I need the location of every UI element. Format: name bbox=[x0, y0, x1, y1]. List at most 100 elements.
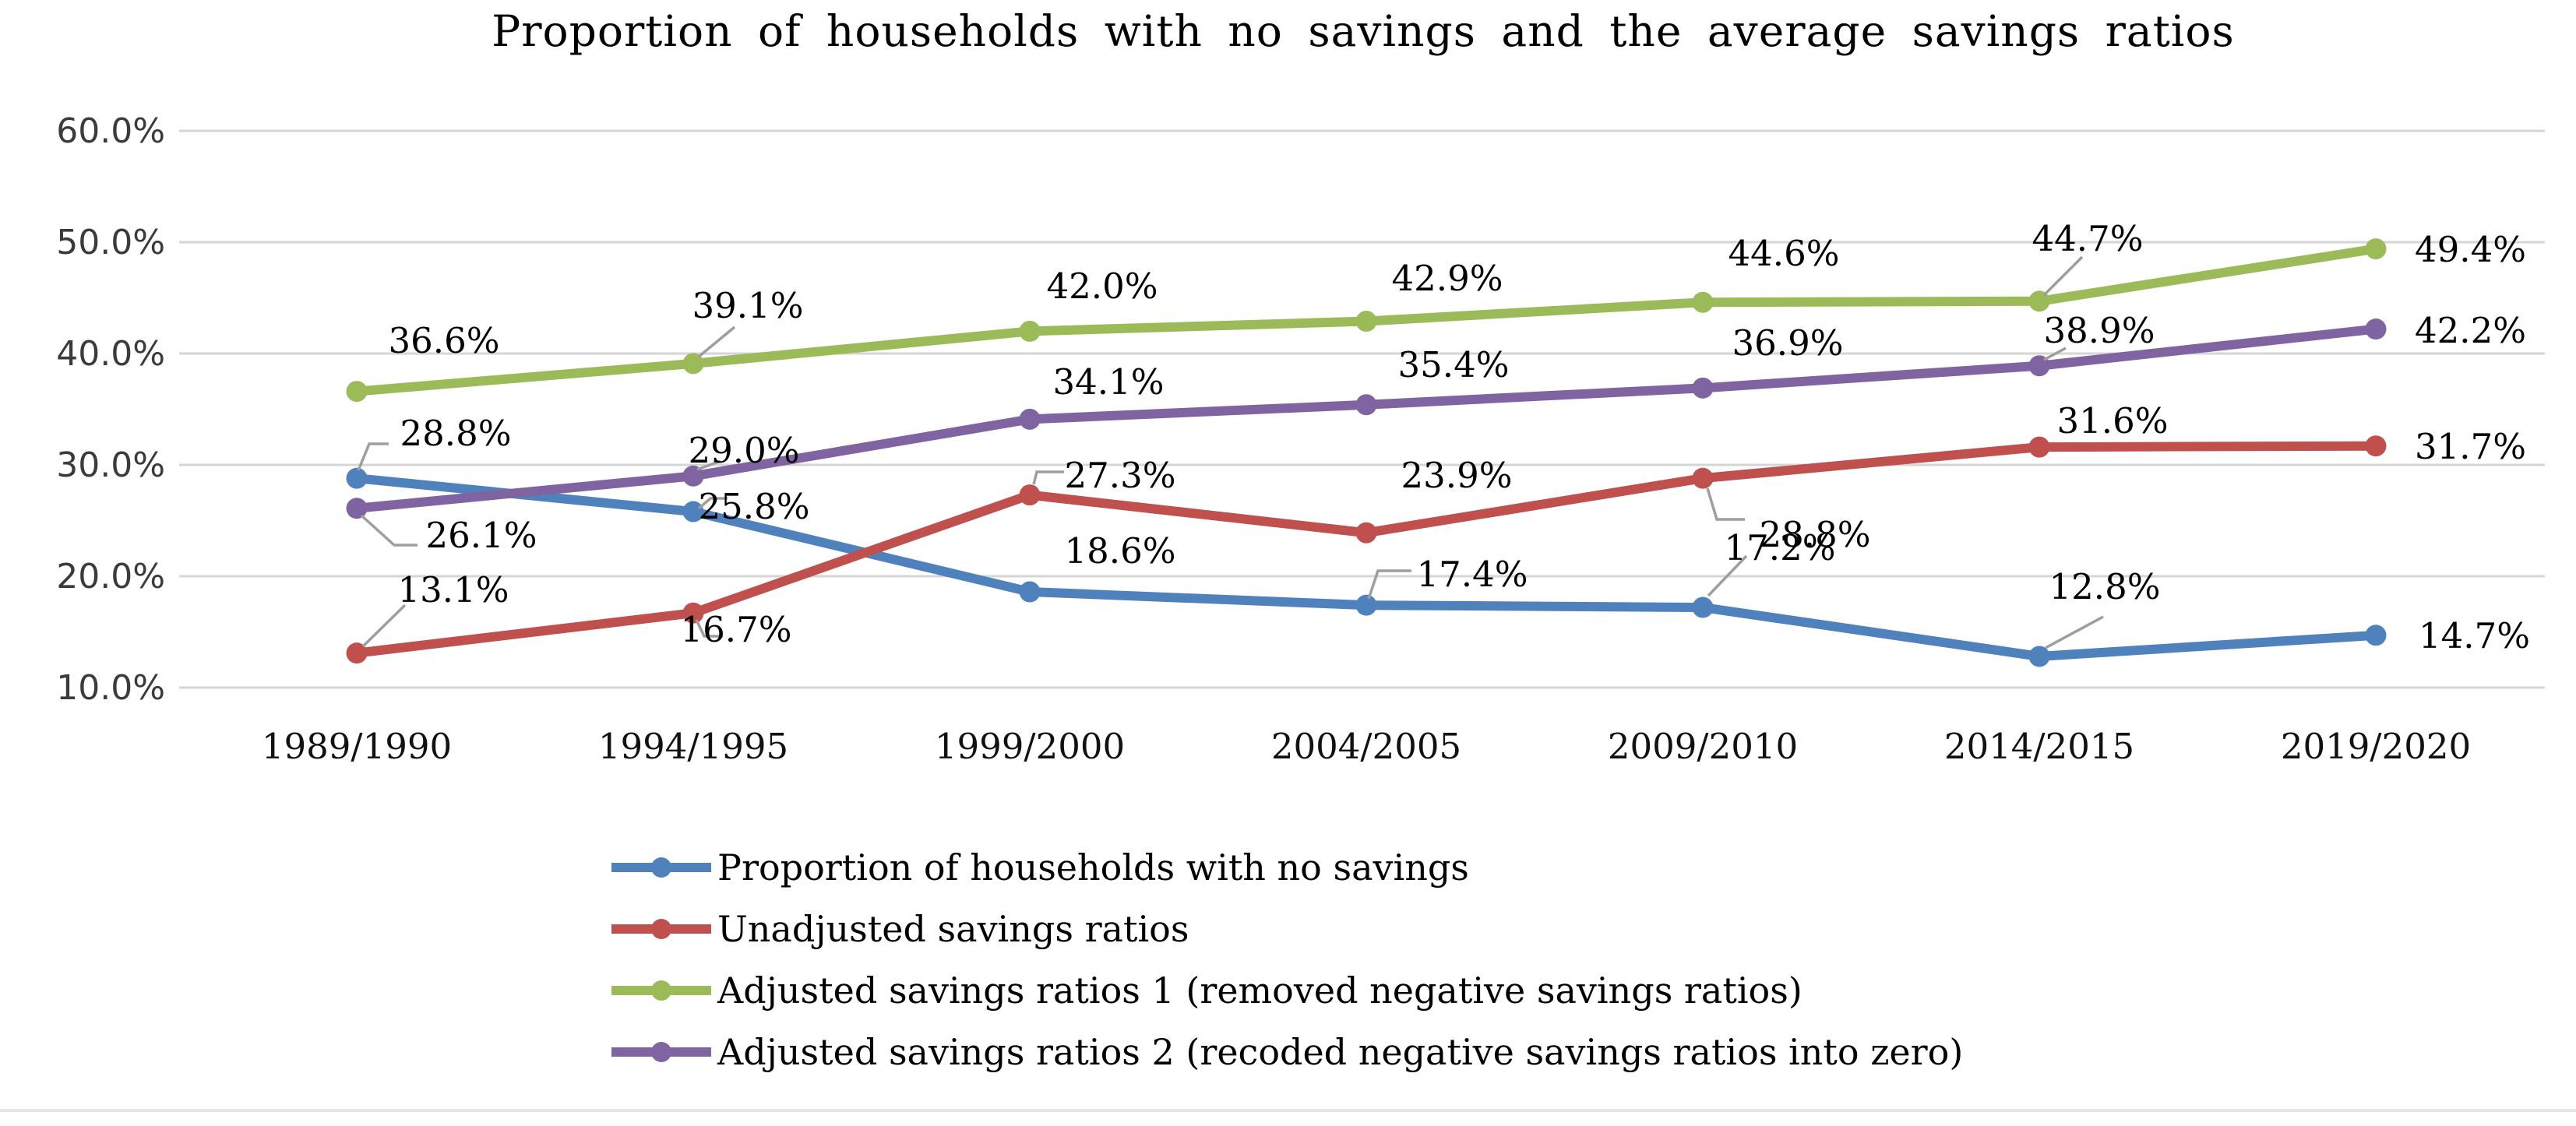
y-axis-tick-label: 20.0% bbox=[56, 557, 165, 596]
data-label: 36.6% bbox=[389, 320, 500, 361]
data-point-marker bbox=[346, 498, 368, 519]
legend-marker-icon bbox=[611, 980, 711, 1001]
legend-item-unadjusted: Unadjusted savings ratios bbox=[610, 898, 1963, 959]
data-point-marker bbox=[1355, 311, 1377, 333]
x-axis-tick-label: 2004/2005 bbox=[1271, 726, 1461, 767]
data-point-marker bbox=[2365, 625, 2387, 646]
label-leader-line bbox=[2042, 255, 2084, 297]
label-leader-line bbox=[696, 459, 721, 471]
x-axis-tick-label: 2009/2010 bbox=[1608, 726, 1798, 767]
data-point-marker bbox=[1355, 522, 1377, 544]
data-point-marker bbox=[682, 465, 704, 487]
chart-legend: Proportion of households with no savings… bbox=[610, 836, 1963, 1082]
data-point-marker bbox=[1692, 377, 1714, 399]
data-point-marker bbox=[1692, 596, 1714, 618]
data-label: 14.7% bbox=[2419, 615, 2530, 656]
data-point-marker bbox=[2028, 646, 2050, 667]
data-point-marker bbox=[346, 642, 368, 664]
data-point-marker bbox=[682, 501, 704, 523]
data-label: 23.9% bbox=[1401, 455, 1513, 496]
label-leader-line bbox=[361, 603, 407, 648]
data-label: 44.7% bbox=[2032, 218, 2144, 259]
data-point-marker bbox=[1019, 320, 1041, 342]
data-point-marker bbox=[1692, 291, 1714, 313]
legend-item-label: Adjusted savings ratios 2 (recoded negat… bbox=[717, 1030, 1964, 1073]
y-axis-tick-label: 40.0% bbox=[56, 334, 165, 374]
data-label: 42.2% bbox=[2415, 310, 2526, 351]
data-label: 29.0% bbox=[689, 430, 800, 471]
legend-item-adjusted-2: Adjusted savings ratios 2 (recoded negat… bbox=[610, 1021, 1963, 1082]
y-axis-tick-label: 10.0% bbox=[56, 668, 165, 708]
data-point-marker bbox=[1355, 594, 1377, 616]
data-point-marker bbox=[1019, 581, 1041, 603]
data-label: 17.2% bbox=[1725, 527, 1836, 568]
data-point-marker bbox=[2365, 435, 2387, 457]
legend-dot bbox=[651, 918, 671, 939]
label-leader-line bbox=[1032, 470, 1064, 485]
data-label: 34.1% bbox=[1053, 361, 1165, 403]
data-label: 42.0% bbox=[1047, 266, 1158, 307]
label-leader-line bbox=[2043, 347, 2067, 361]
data-label: 16.7% bbox=[681, 609, 792, 650]
data-point-marker bbox=[346, 467, 368, 489]
data-label: 44.6% bbox=[1728, 233, 1840, 274]
data-point-marker bbox=[1019, 408, 1041, 430]
data-point-marker bbox=[1692, 467, 1714, 489]
x-axis-tick-label: 1989/1990 bbox=[262, 726, 452, 767]
legend-item-adjusted-1: Adjusted savings ratios 1 (removed negat… bbox=[610, 959, 1963, 1021]
x-axis-tick-label: 1999/2000 bbox=[935, 726, 1125, 767]
label-leader-line bbox=[2045, 615, 2104, 649]
legend-dot bbox=[651, 857, 671, 878]
label-leader-line bbox=[695, 619, 723, 638]
data-point-marker bbox=[346, 381, 368, 403]
data-label: 25.8% bbox=[699, 486, 810, 527]
data-label: 31.7% bbox=[2415, 426, 2526, 467]
data-label: 42.9% bbox=[1392, 258, 1503, 299]
data-label: 36.9% bbox=[1732, 322, 1844, 364]
legend-item-label: Unadjusted savings ratios bbox=[717, 907, 1189, 950]
data-point-marker bbox=[1019, 484, 1041, 506]
data-label: 38.9% bbox=[2044, 310, 2155, 351]
chart-title: Proportion of households with no savings… bbox=[492, 6, 2235, 56]
label-leader-line bbox=[360, 514, 418, 547]
data-label: 35.4% bbox=[1398, 344, 1510, 385]
data-point-marker bbox=[2028, 436, 2050, 458]
legend-marker-icon bbox=[611, 918, 711, 939]
legend-marker-icon bbox=[611, 857, 711, 878]
label-leader-line bbox=[1706, 487, 1745, 521]
page-bottom-divider bbox=[0, 1109, 2576, 1112]
data-label: 17.4% bbox=[1417, 554, 1528, 595]
x-axis-tick-label: 2019/2020 bbox=[2281, 726, 2471, 767]
data-point-marker bbox=[682, 353, 704, 375]
legend-dot bbox=[651, 980, 671, 1001]
x-axis-tick-label: 2014/2015 bbox=[1944, 726, 2134, 767]
legend-marker-icon bbox=[611, 1041, 711, 1062]
label-leader-line bbox=[1367, 569, 1411, 600]
y-axis-tick-label: 30.0% bbox=[56, 445, 165, 485]
data-label: 28.8% bbox=[1760, 514, 1871, 555]
label-leader-line bbox=[357, 442, 389, 471]
legend-dot bbox=[651, 1041, 671, 1062]
data-label: 31.6% bbox=[2057, 400, 2169, 442]
data-point-marker bbox=[2365, 238, 2387, 260]
data-point-marker bbox=[1355, 394, 1377, 416]
data-point-marker bbox=[682, 602, 704, 624]
data-label: 13.1% bbox=[398, 569, 509, 611]
legend-item-label: Adjusted savings ratios 1 (removed negat… bbox=[717, 969, 1802, 1012]
legend-item-label: Proportion of households with no savings bbox=[717, 846, 1469, 888]
data-label: 49.4% bbox=[2415, 229, 2526, 270]
label-leader-line bbox=[1707, 554, 1748, 597]
label-leader-line bbox=[697, 497, 728, 510]
label-leader-line bbox=[697, 325, 736, 358]
y-axis-tick-label: 50.0% bbox=[56, 223, 165, 262]
legend-item-no-savings: Proportion of households with no savings bbox=[610, 836, 1963, 898]
data-label: 27.3% bbox=[1065, 455, 1176, 496]
data-point-marker bbox=[2365, 318, 2387, 340]
data-point-marker bbox=[2028, 290, 2050, 312]
data-label: 28.8% bbox=[400, 413, 512, 454]
data-label: 18.6% bbox=[1065, 530, 1176, 572]
y-axis-tick-label: 60.0% bbox=[56, 111, 165, 151]
x-axis-tick-label: 1994/1995 bbox=[598, 726, 788, 767]
